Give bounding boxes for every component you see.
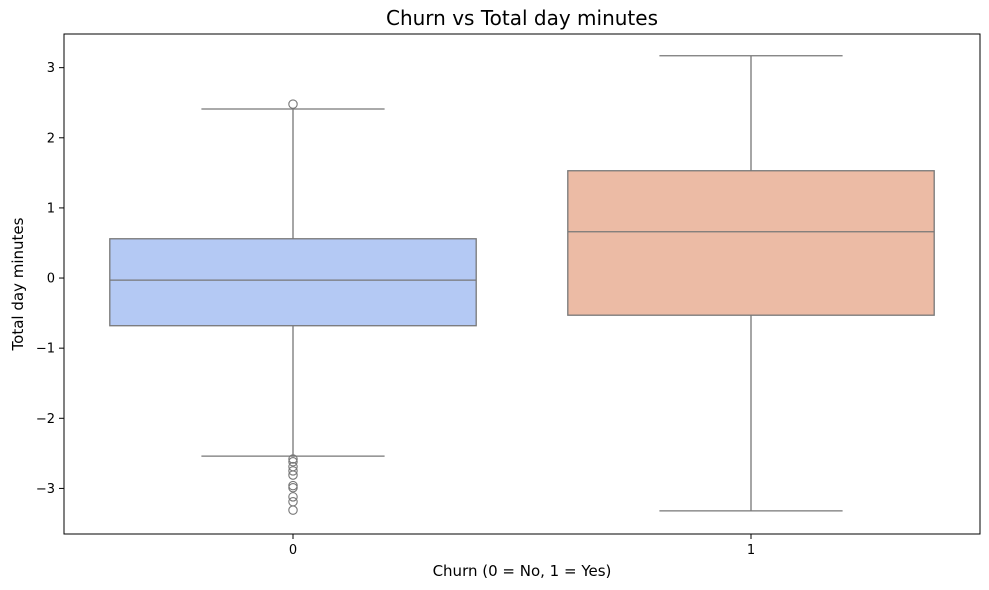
outlier-point [288, 492, 298, 502]
outlier-point [288, 470, 298, 480]
y-tick-label: 3 [47, 61, 55, 76]
y-tick-label: 1 [47, 201, 55, 216]
outlier-point [288, 457, 298, 467]
outlier-point [288, 480, 298, 491]
y-tick-label: −2 [36, 412, 55, 427]
chart-title: Churn vs Total day minutes [386, 6, 658, 30]
outlier-point [288, 454, 298, 464]
y-axis-label: Total day minutes [9, 217, 27, 351]
outlier-point [288, 99, 298, 109]
box-iqr [567, 170, 935, 316]
y-tick-label: −3 [36, 482, 55, 497]
box-group-1 [567, 55, 935, 512]
outlier-point [288, 505, 298, 515]
y-tick-label: 0 [47, 272, 55, 287]
box-iqr [109, 238, 477, 327]
y-tick-label: −1 [36, 342, 55, 357]
x-tick-label: 1 [747, 543, 755, 558]
plot-frame [63, 33, 981, 535]
box-group-0 [109, 99, 477, 515]
outlier-point [288, 496, 298, 507]
x-tick-label: 0 [289, 543, 297, 558]
outlier-point [288, 482, 298, 493]
x-axis-label: Churn (0 = No, 1 = Yes) [433, 562, 612, 580]
plot-area: 3 2 1 0 −1 −2 −3 0 1 [36, 55, 935, 558]
outlier-point [288, 466, 298, 476]
y-tick-label: 2 [47, 131, 55, 146]
